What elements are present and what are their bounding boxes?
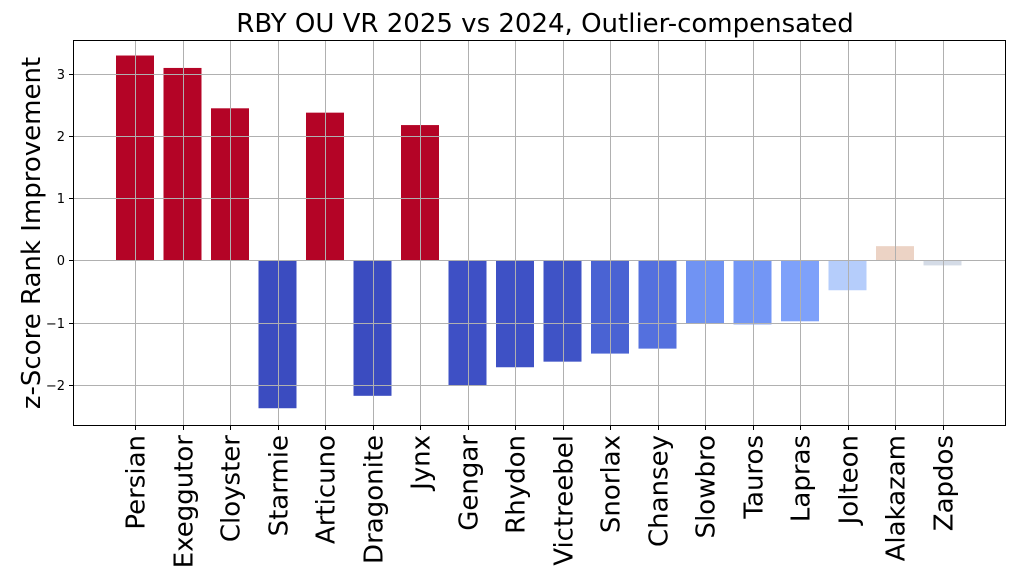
x-tick-label: Jolteon (835, 435, 865, 526)
bar (543, 260, 582, 362)
bar (828, 260, 867, 291)
x-tick-label: Dragonite (360, 435, 390, 564)
x-tick-label: Chansey (645, 435, 675, 547)
x-tick-label: Rhydon (502, 435, 532, 534)
bar (163, 67, 202, 261)
bar (638, 260, 677, 349)
chart-title: RBY OU VR 2025 vs 2024, Outlier-compensa… (236, 9, 854, 39)
y-tick-label: −2 (46, 379, 65, 394)
y-tick-label: −1 (46, 317, 65, 332)
y-tick-label: 0 (57, 254, 65, 269)
x-tick-label: Jynx (407, 435, 437, 492)
bar (258, 260, 297, 409)
x-tick-label: Cloyster (217, 435, 247, 542)
x-tick-label: Zapdos (930, 435, 960, 531)
plot-frame (73, 40, 1006, 426)
x-tick-label: Starmie (265, 435, 295, 536)
x-tick-label: Articuno (312, 435, 342, 544)
x-tick-label: Gengar (455, 435, 485, 531)
y-axis-label: z-Score Rank Improvement (17, 57, 47, 409)
y-tick-label: 1 (57, 192, 65, 207)
bar (923, 260, 962, 266)
y-tick-label: 3 (57, 68, 65, 83)
x-tick-label: Victreebel (550, 435, 580, 566)
bar-layer (116, 55, 962, 409)
bar (733, 260, 772, 325)
bar (353, 260, 392, 396)
axis-layer: −2 −1 0 1 2 3 Persian Exeggutor Cloyster Starmie A… (46, 40, 1006, 568)
x-tick-label: Slowbro (692, 435, 722, 538)
x-tick-label: Exeggutor (170, 435, 200, 569)
x-tick-label: Persian (122, 435, 152, 530)
x-tick-label: Tauros (740, 435, 770, 520)
y-tick-label: 2 (57, 130, 65, 145)
x-tick-label: Lapras (787, 435, 817, 522)
x-tick-label: Snorlax (597, 435, 627, 533)
x-tick-label: Alakazam (882, 435, 912, 561)
